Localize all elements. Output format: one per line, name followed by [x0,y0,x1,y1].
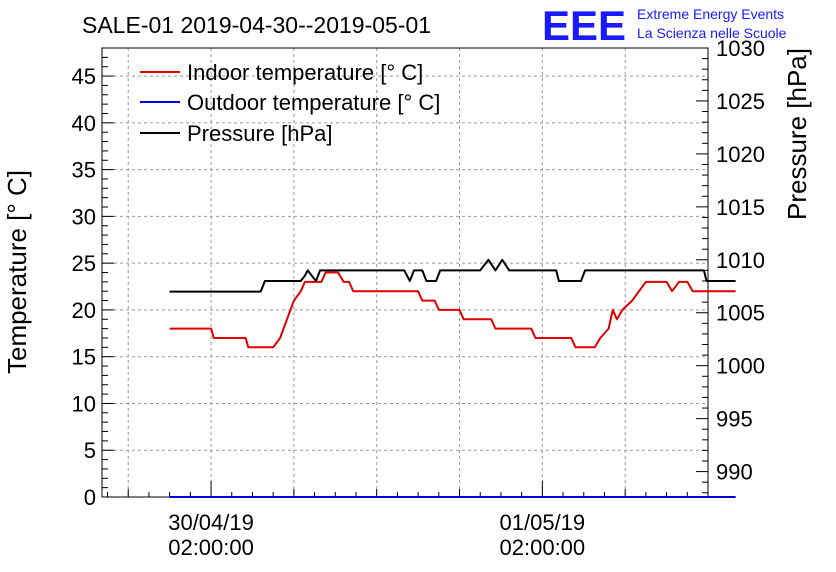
series-line-indoor-temperature [169,271,736,349]
eee-logo-line1: Extreme Energy Events [637,6,784,22]
grid-lines [102,48,709,497]
legend-label-outdoor: Outdoor temperature [° C] [187,90,440,115]
y-right-tick-label: 1030 [716,36,765,61]
y-left-tick-label: 5 [84,438,96,463]
y-right-tick-label: 1020 [716,142,765,167]
y-left-tick-label: 25 [72,251,96,276]
legend-label-indoor: Indoor temperature [° C] [187,60,423,85]
x-tick-label-time: 02:00:00 [500,535,586,560]
y-right-tick-label: 1025 [716,89,765,114]
x-tick-label-time: 02:00:00 [168,535,254,560]
legend-label-pressure: Pressure [hPa] [187,121,333,146]
y-right-tick-label: 1010 [716,248,765,273]
y-left-axis-label: Temperature [° C] [2,170,32,374]
y-left-tick-label: 15 [72,345,96,370]
x-tick-label-date: 01/05/19 [500,510,586,535]
y-right-tick-label: 990 [716,460,753,485]
legend: Indoor temperature [° C] Outdoor tempera… [140,60,440,146]
y-left-tick-label: 45 [72,64,96,89]
y-left-tick-label: 30 [72,204,96,229]
y-right-axis-label: Pressure [hPa] [782,48,812,220]
y-left-tick-label: 35 [72,158,96,183]
eee-logo-mark: EEE [542,2,626,49]
y-left-tick-label: 40 [72,111,96,136]
series-line-pressure [169,258,736,293]
y-right-tick-label: 995 [716,407,753,432]
chart-title: SALE-01 2019-04-30--2019-05-01 [82,12,431,38]
x-tick-label-date: 30/04/19 [168,510,254,535]
data-series [169,258,736,498]
y-left-tick-label: 20 [72,298,96,323]
y-left-tick-label: 10 [72,391,96,416]
y-left-tick-label: 0 [84,485,96,510]
axes: 0510152025303540459909951000100510101015… [72,36,765,560]
y-right-tick-label: 1015 [716,195,765,220]
y-right-tick-label: 1000 [716,354,765,379]
eee-logo: EEE Extreme Energy Events La Scienza nel… [542,2,787,49]
y-right-tick-label: 1005 [716,301,765,326]
eee-logo-line2: La Scienza nelle Scuole [637,25,787,41]
